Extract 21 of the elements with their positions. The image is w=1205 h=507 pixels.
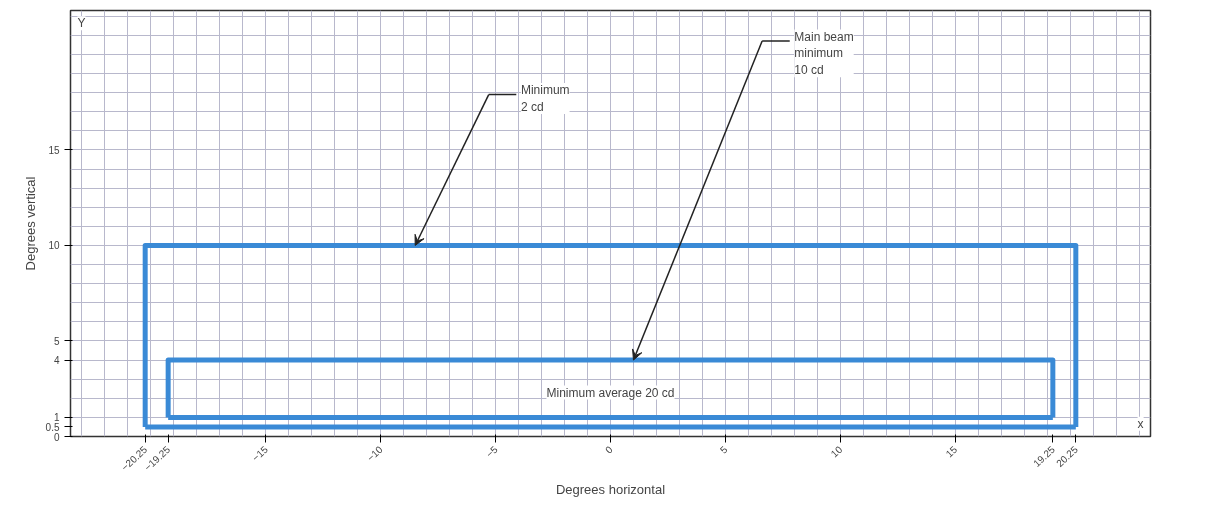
y-tick-label: 1 [53, 412, 60, 424]
x-tick-label: −10 [364, 443, 386, 464]
annotation: Minimum average 20 cd [546, 385, 675, 400]
y-tick-label: 0 [53, 431, 60, 443]
annotation: x [1137, 416, 1144, 431]
y-axis-title: Degrees vertical [22, 176, 38, 271]
annotation: Y [77, 16, 86, 31]
y-tick-label: 10 [48, 240, 60, 252]
annotation: Minimum 2 cd [520, 83, 570, 114]
y-tick-label: 0.5 [45, 421, 60, 433]
annotation: Main beam minimum 10 cd [794, 29, 854, 78]
x-tick-label: −15 [250, 443, 271, 464]
x-tick-label: 0 [603, 443, 615, 456]
x-tick-label: 10 [828, 443, 845, 460]
x-tick-label: −5 [483, 443, 501, 460]
y-tick-label: 5 [53, 335, 60, 347]
x-axis-title: Degrees horizontal [555, 482, 666, 498]
y-tick-label: 4 [53, 355, 60, 367]
y-tick-label: 15 [48, 144, 60, 156]
x-tick-label: 5 [717, 443, 730, 456]
x-tick-label: 15 [943, 443, 960, 460]
